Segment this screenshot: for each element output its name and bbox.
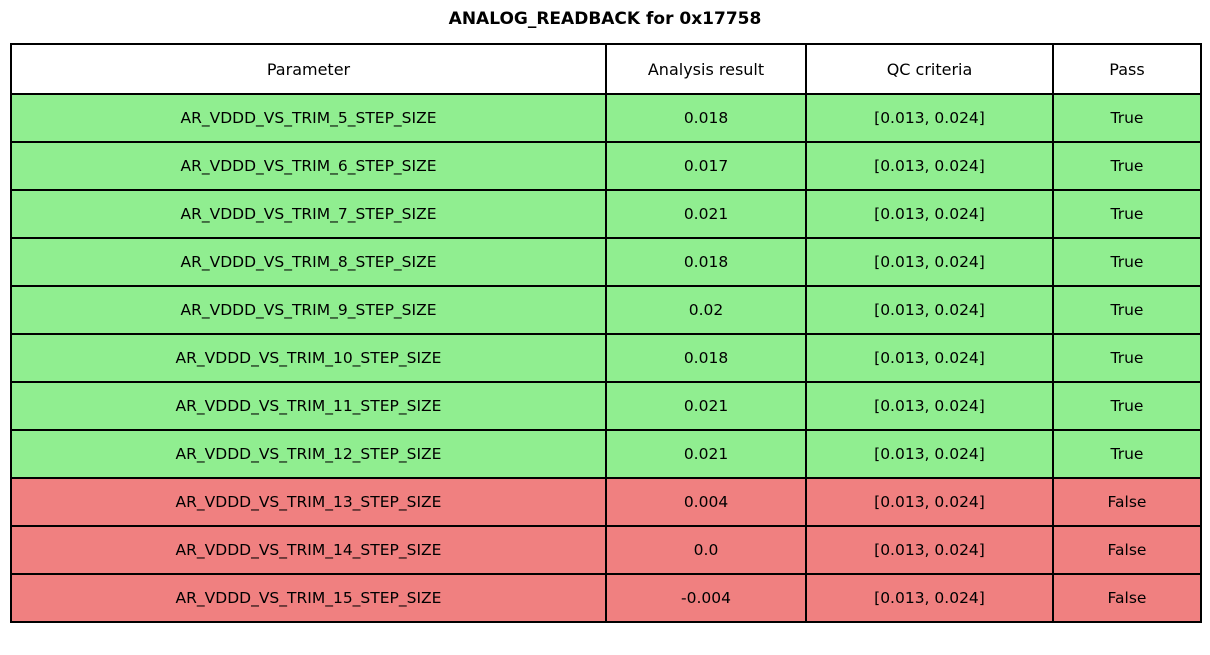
cell-parameter: AR_VDDD_VS_TRIM_9_STEP_SIZE — [10, 285, 607, 335]
table-row: AR_VDDD_VS_TRIM_6_STEP_SIZE 0.017 [0.013, … — [10, 141, 1202, 191]
cell-qc-criteria: [0.013, 0.024] — [805, 189, 1054, 239]
table-row: AR_VDDD_VS_TRIM_15_STEP_SIZE -0.004 [0.013… — [10, 573, 1202, 623]
table-row: AR_VDDD_VS_TRIM_10_STEP_SIZE 0.018 [0.013,… — [10, 333, 1202, 383]
cell-qc-criteria: [0.013, 0.024] — [805, 573, 1054, 623]
cell-analysis-result: 0.018 — [605, 333, 807, 383]
cell-analysis-result: 0.004 — [605, 477, 807, 527]
cell-pass: True — [1052, 285, 1202, 335]
cell-parameter: AR_VDDD_VS_TRIM_6_STEP_SIZE — [10, 141, 607, 191]
table-row: AR_VDDD_VS_TRIM_13_STEP_SIZE 0.004 [0.013,… — [10, 477, 1202, 527]
cell-pass: True — [1052, 381, 1202, 431]
cell-parameter: AR_VDDD_VS_TRIM_8_STEP_SIZE — [10, 237, 607, 287]
table-row: AR_VDDD_VS_TRIM_5_STEP_SIZE 0.018 [0.013, … — [10, 93, 1202, 143]
page-title: ANALOG_READBACK for 0x17758 — [448, 9, 762, 29]
cell-qc-criteria: [0.013, 0.024] — [805, 381, 1054, 431]
cell-qc-criteria: [0.013, 0.024] — [805, 525, 1054, 575]
cell-qc-criteria: [0.013, 0.024] — [805, 285, 1054, 335]
cell-qc-criteria: [0.013, 0.024] — [805, 141, 1054, 191]
cell-pass: False — [1052, 477, 1202, 527]
cell-parameter: AR_VDDD_VS_TRIM_13_STEP_SIZE — [10, 477, 607, 527]
column-header-parameter: Parameter — [10, 43, 607, 95]
cell-pass: True — [1052, 141, 1202, 191]
table-row: AR_VDDD_VS_TRIM_11_STEP_SIZE 0.021 [0.013,… — [10, 381, 1202, 431]
cell-qc-criteria: [0.013, 0.024] — [805, 429, 1054, 479]
cell-parameter: AR_VDDD_VS_TRIM_10_STEP_SIZE — [10, 333, 607, 383]
cell-pass: True — [1052, 429, 1202, 479]
column-header-qc-criteria: QC criteria — [805, 43, 1054, 95]
cell-analysis-result: -0.004 — [605, 573, 807, 623]
cell-parameter: AR_VDDD_VS_TRIM_14_STEP_SIZE — [10, 525, 607, 575]
column-header-pass: Pass — [1052, 43, 1202, 95]
cell-qc-criteria: [0.013, 0.024] — [805, 333, 1054, 383]
cell-parameter: AR_VDDD_VS_TRIM_7_STEP_SIZE — [10, 189, 607, 239]
cell-parameter: AR_VDDD_VS_TRIM_12_STEP_SIZE — [10, 429, 607, 479]
cell-qc-criteria: [0.013, 0.024] — [805, 93, 1054, 143]
cell-pass: True — [1052, 189, 1202, 239]
header-row: Parameter Analysis result QC criteria Pa… — [10, 43, 1202, 95]
cell-analysis-result: 0.02 — [605, 285, 807, 335]
table-row: AR_VDDD_VS_TRIM_14_STEP_SIZE 0.0 [0.013, 0… — [10, 525, 1202, 575]
cell-qc-criteria: [0.013, 0.024] — [805, 237, 1054, 287]
cell-pass: True — [1052, 93, 1202, 143]
column-header-analysis-result: Analysis result — [605, 43, 807, 95]
cell-analysis-result: 0.0 — [605, 525, 807, 575]
cell-analysis-result: 0.021 — [605, 189, 807, 239]
cell-analysis-result: 0.021 — [605, 381, 807, 431]
cell-pass: False — [1052, 573, 1202, 623]
cell-analysis-result: 0.018 — [605, 93, 807, 143]
cell-parameter: AR_VDDD_VS_TRIM_15_STEP_SIZE — [10, 573, 607, 623]
cell-parameter: AR_VDDD_VS_TRIM_11_STEP_SIZE — [10, 381, 607, 431]
cell-pass: False — [1052, 525, 1202, 575]
table-row: AR_VDDD_VS_TRIM_7_STEP_SIZE 0.021 [0.013, … — [10, 189, 1202, 239]
cell-pass: True — [1052, 333, 1202, 383]
cell-parameter: AR_VDDD_VS_TRIM_5_STEP_SIZE — [10, 93, 607, 143]
qc-results-table: Parameter Analysis result QC criteria Pa… — [10, 43, 1202, 623]
table-row: AR_VDDD_VS_TRIM_9_STEP_SIZE 0.02 [0.013, 0… — [10, 285, 1202, 335]
cell-pass: True — [1052, 237, 1202, 287]
cell-qc-criteria: [0.013, 0.024] — [805, 477, 1054, 527]
cell-analysis-result: 0.021 — [605, 429, 807, 479]
table-body: AR_VDDD_VS_TRIM_5_STEP_SIZE 0.018 [0.013, … — [10, 93, 1202, 623]
cell-analysis-result: 0.017 — [605, 141, 807, 191]
cell-analysis-result: 0.018 — [605, 237, 807, 287]
table-row: AR_VDDD_VS_TRIM_8_STEP_SIZE 0.018 [0.013, … — [10, 237, 1202, 287]
table-row: AR_VDDD_VS_TRIM_12_STEP_SIZE 0.021 [0.013,… — [10, 429, 1202, 479]
